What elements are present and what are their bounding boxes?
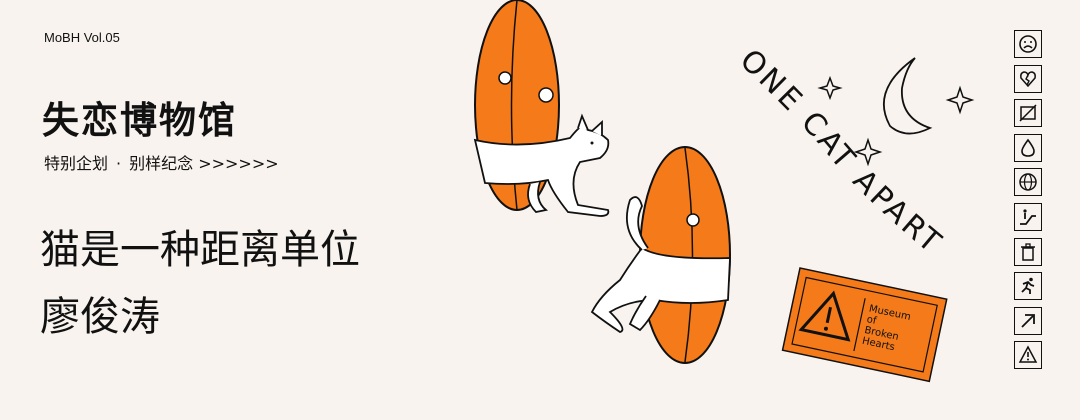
warning-icon	[1014, 341, 1042, 370]
escalator-icon	[1014, 202, 1042, 231]
arc-text: ONE CAT APART	[733, 43, 950, 262]
museum-ticket: Museum of Broken Hearts	[781, 267, 948, 383]
cat-back-icon	[590, 196, 731, 333]
star-icon	[853, 137, 883, 167]
subtitle-separator: ·	[116, 154, 122, 173]
drop-icon	[1014, 133, 1042, 162]
sad-face-icon	[1014, 30, 1042, 58]
cat-front-icon	[473, 113, 610, 217]
volume-label: MoBH Vol.05	[44, 30, 120, 45]
illustration: ONE CAT APART Museum of Broken Hearts	[473, 0, 975, 383]
moon-icon	[882, 57, 933, 135]
broken-heart-icon	[1014, 64, 1042, 93]
subtitle: 特别企划 · 别样纪念 >>>>>>	[44, 150, 279, 174]
star-icon	[817, 75, 843, 101]
globe-icon	[1014, 168, 1042, 197]
headline: 猫是一种距离单位	[40, 227, 360, 273]
subtitle-part1: 特别企划	[44, 154, 109, 173]
subtitle-part2: 别样纪念 >>>>>>	[129, 154, 279, 173]
arrow-up-right-icon	[1014, 306, 1042, 335]
running-icon	[1014, 272, 1042, 301]
trash-icon	[1014, 237, 1042, 266]
author-name: 廖俊涛	[40, 294, 160, 340]
no-image-icon	[1014, 99, 1042, 128]
page-title: 失恋博物馆	[42, 99, 237, 142]
star-icon	[945, 85, 975, 115]
portal-bottom	[639, 146, 731, 364]
icon-column	[1014, 30, 1044, 376]
warning-icon	[798, 290, 851, 342]
ticket-line: of	[866, 314, 878, 327]
